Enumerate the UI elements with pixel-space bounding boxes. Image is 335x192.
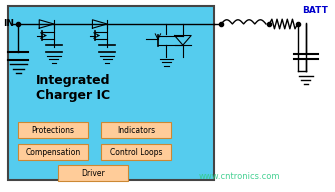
FancyBboxPatch shape (18, 122, 88, 138)
Text: Integrated
Charger IC: Integrated Charger IC (36, 74, 111, 102)
Text: BATT: BATT (303, 6, 328, 15)
Text: www.cntronics.com: www.cntronics.com (199, 172, 280, 181)
Text: Compensation: Compensation (25, 148, 81, 157)
Text: Indicators: Indicators (117, 126, 155, 135)
FancyBboxPatch shape (102, 122, 171, 138)
FancyBboxPatch shape (8, 6, 214, 180)
Text: Driver: Driver (81, 169, 105, 178)
Text: Protections: Protections (32, 126, 75, 135)
Text: IN: IN (3, 20, 14, 28)
FancyBboxPatch shape (102, 144, 171, 160)
FancyBboxPatch shape (58, 165, 128, 181)
FancyBboxPatch shape (18, 144, 88, 160)
Text: Control Loops: Control Loops (110, 148, 162, 157)
